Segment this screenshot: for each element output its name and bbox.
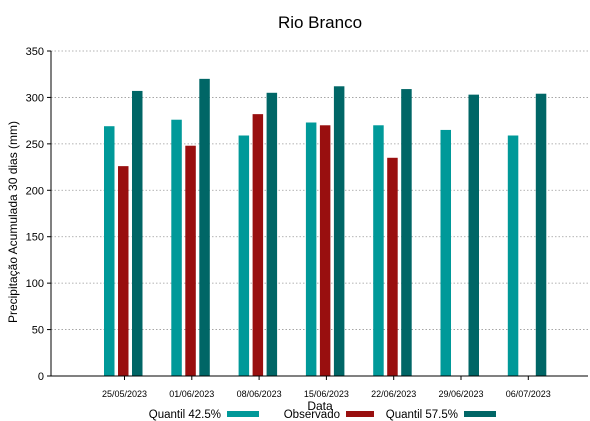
bar [171, 119, 182, 376]
y-tick-label: 0 [38, 371, 44, 383]
bar [132, 90, 143, 376]
bar [373, 125, 384, 377]
bar [440, 129, 451, 376]
bar [305, 122, 317, 376]
legend-swatch [227, 411, 259, 417]
x-tick-label: 08/06/2023 [237, 389, 282, 399]
y-tick-label: 150 [26, 232, 44, 244]
x-axis-label: Data [307, 399, 333, 413]
bar [387, 157, 398, 376]
bar [185, 145, 196, 376]
x-tick-label: 15/06/2023 [304, 389, 349, 399]
x-tick-label: 25/05/2023 [102, 389, 147, 399]
bar [319, 125, 331, 377]
y-tick-label: 100 [26, 278, 44, 290]
bar [333, 86, 345, 377]
x-tick-label: 22/06/2023 [371, 389, 416, 399]
legend-label: Observado [284, 409, 340, 421]
x-tick-label: 29/06/2023 [438, 389, 483, 399]
legend-label: Quantil 42.5% [149, 409, 221, 421]
y-tick-label: 200 [26, 185, 44, 197]
y-tick-label: 250 [26, 139, 44, 151]
bars [104, 78, 547, 377]
bar [507, 135, 519, 376]
legend-swatch [346, 411, 374, 417]
y-tick-label: 300 [26, 92, 44, 104]
bar [118, 166, 129, 376]
axes: 0 50 100 150 200 250 300 350 25/05/2023 01/06/202… [26, 46, 588, 399]
bar [252, 114, 264, 377]
bar [401, 89, 412, 377]
bar [535, 93, 547, 376]
x-tick-label: 01/06/2023 [169, 389, 214, 399]
bar [266, 92, 278, 377]
bar [238, 135, 250, 376]
y-axis-label: Precipitação Acumulada 30 dias (mm) [6, 121, 20, 323]
bar [199, 78, 210, 376]
legend-swatch [464, 411, 496, 417]
chart-title: Rio Branco [278, 13, 362, 32]
bar [104, 126, 115, 376]
legend-label: Quantil 57.5% [386, 409, 458, 421]
x-tick-label: 06/07/2023 [506, 389, 551, 399]
y-tick-label: 350 [26, 46, 44, 58]
bar [468, 94, 479, 377]
legend: Quantil 42.5% Observado Quantil 57.5% [149, 409, 496, 421]
grid-lines [51, 50, 588, 330]
y-tick-label: 50 [32, 325, 44, 337]
